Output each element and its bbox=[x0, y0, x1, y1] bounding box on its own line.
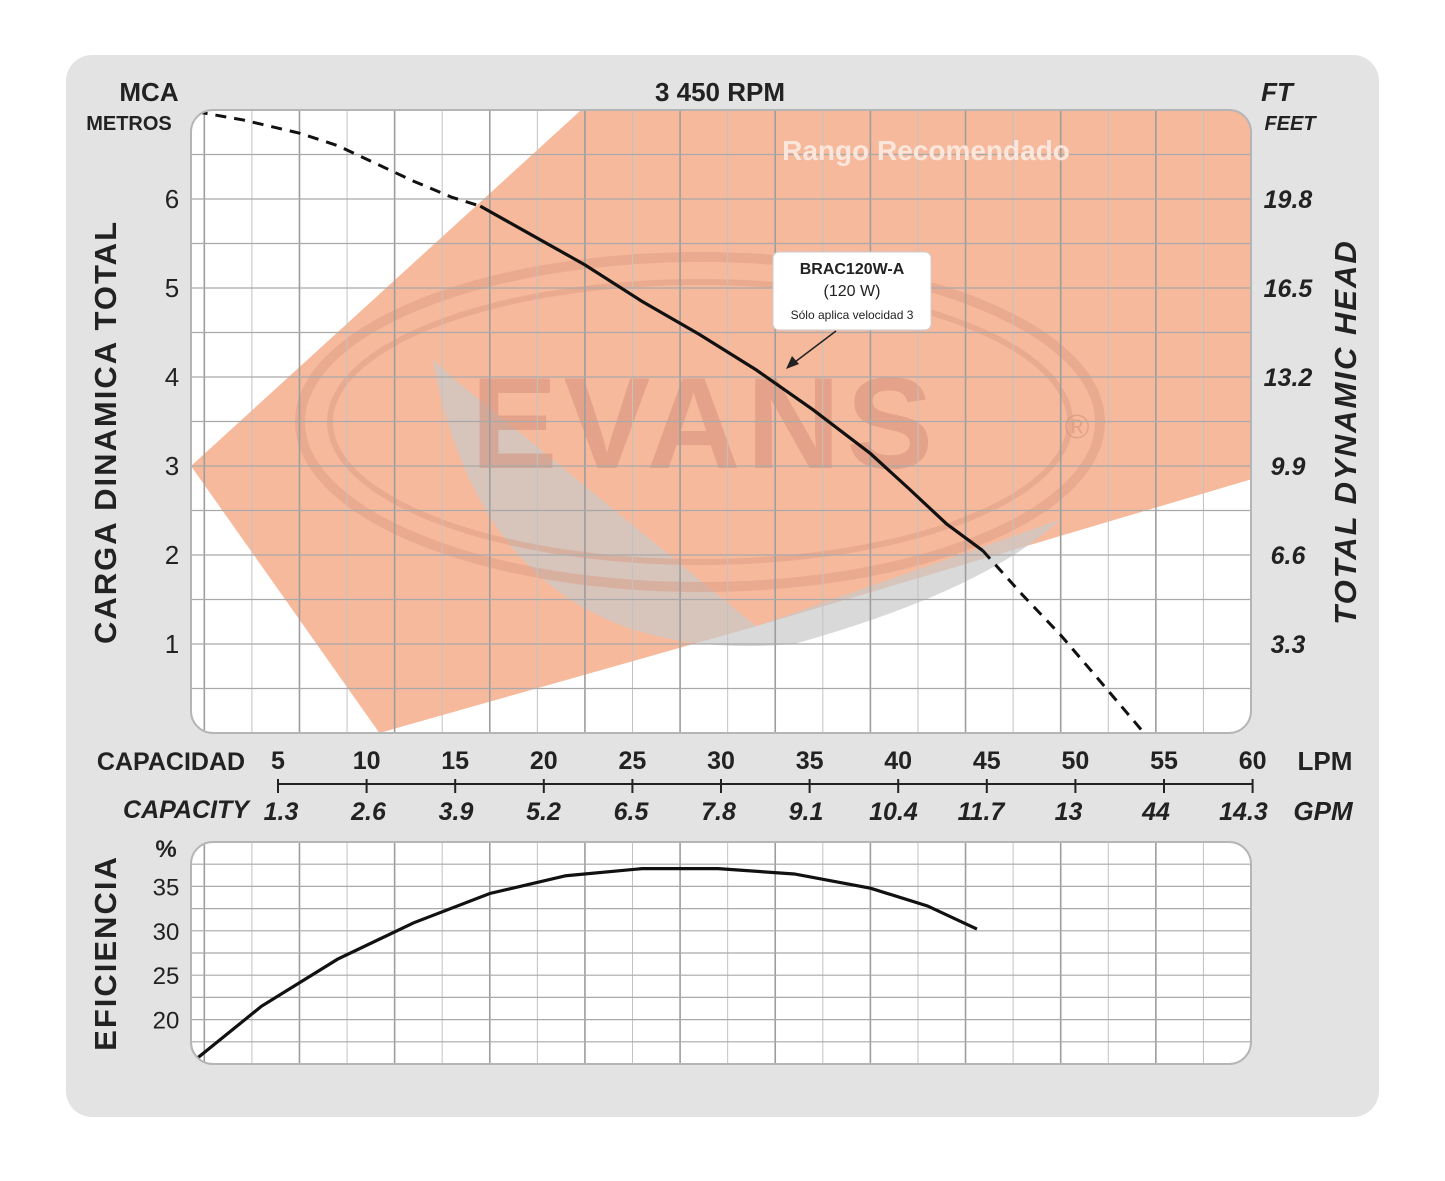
x-axis-unit-gpm: GPM bbox=[1293, 796, 1354, 826]
x-axis-unit-lpm: LPM bbox=[1298, 746, 1353, 776]
efficiency-tick-label: 35 bbox=[153, 874, 180, 901]
right-tick-label: 9.9 bbox=[1271, 453, 1306, 481]
x-tick-label-gpm: 11.7 bbox=[958, 798, 1006, 826]
x-tick-label-lpm: 35 bbox=[796, 747, 824, 775]
left-tick-label: 1 bbox=[165, 629, 179, 659]
x-tick-label-lpm: 25 bbox=[618, 747, 646, 775]
left-axis-label: CARGA DINAMICA TOTAL bbox=[88, 220, 123, 644]
watermark-registered-mark: ® bbox=[1064, 408, 1089, 446]
left-tick-label: 3 bbox=[165, 451, 179, 481]
x-tick-label-gpm: 13 bbox=[1055, 798, 1083, 826]
x-tick-label-gpm: 5.2 bbox=[526, 798, 561, 826]
left-tick-label: 6 bbox=[165, 184, 179, 214]
x-axis-label-lpm: CAPACIDAD bbox=[97, 748, 245, 776]
x-tick-label-gpm: 10.4 bbox=[869, 798, 918, 826]
annotation-arrow-head bbox=[786, 356, 799, 369]
right-axis-unit: FT bbox=[1261, 77, 1295, 107]
left-axis-unit-secondary: METROS bbox=[86, 113, 172, 135]
left-tick-label: 4 bbox=[165, 362, 179, 392]
x-tick-label-gpm: 44 bbox=[1141, 798, 1170, 826]
x-tick-label-lpm: 55 bbox=[1150, 747, 1178, 775]
x-tick-label-lpm: 45 bbox=[973, 747, 1001, 775]
x-tick-label-gpm: 9.1 bbox=[789, 798, 824, 826]
efficiency-plot-border bbox=[190, 841, 1252, 1065]
efficiency-curve bbox=[195, 867, 978, 1060]
x-tick-label-lpm: 30 bbox=[707, 747, 735, 775]
x-tick-label-lpm: 40 bbox=[884, 747, 912, 775]
annotation-note: Sólo aplica velocidad 3 bbox=[791, 308, 914, 322]
right-tick-label: 19.8 bbox=[1264, 186, 1313, 214]
range-shadow bbox=[432, 359, 1061, 647]
watermark-logo: EVANS bbox=[471, 350, 939, 496]
x-tick-label-lpm: 5 bbox=[271, 747, 285, 775]
x-tick-label-lpm: 10 bbox=[353, 747, 381, 775]
x-tick-label-gpm: 14.3 bbox=[1219, 798, 1268, 826]
x-tick-label-gpm: 6.5 bbox=[614, 798, 650, 826]
right-tick-label: 6.6 bbox=[1271, 542, 1307, 570]
chart-title: 3 450 RPM bbox=[655, 77, 785, 107]
x-tick-label-lpm: 15 bbox=[441, 747, 469, 775]
series-annotation: BRAC120W-A (120 W) Sólo aplica velocidad… bbox=[772, 251, 932, 369]
left-tick-label: 2 bbox=[165, 540, 179, 570]
annotation-arrow-line bbox=[790, 330, 837, 366]
annotation-model: BRAC120W-A bbox=[800, 261, 905, 278]
right-tick-label: 13.2 bbox=[1264, 364, 1313, 392]
efficiency-axis-label: EFICIENCIA bbox=[88, 855, 123, 1051]
right-axis-label: TOTAL DYNAMIC HEAD bbox=[1328, 239, 1363, 625]
x-tick-label-lpm: 50 bbox=[1061, 747, 1089, 775]
annotation-power: (120 W) bbox=[824, 283, 881, 300]
x-tick-label-gpm: 3.9 bbox=[439, 798, 474, 826]
efficiency-tick-label: 30 bbox=[153, 919, 180, 946]
efficiency-unit: % bbox=[155, 836, 176, 863]
efficiency-tick-label: 25 bbox=[153, 963, 180, 990]
x-tick-label-lpm: 60 bbox=[1239, 747, 1267, 775]
recommended-range-label: Rango Recomendado bbox=[782, 135, 1070, 166]
annotation-box bbox=[772, 251, 932, 331]
right-axis-unit-secondary: FEET bbox=[1264, 113, 1317, 135]
head-plot-border bbox=[190, 109, 1252, 734]
x-tick-label-lpm: 20 bbox=[530, 747, 558, 775]
right-tick-label: 16.5 bbox=[1264, 275, 1314, 303]
left-tick-label: 5 bbox=[165, 273, 179, 303]
x-axis-label-gpm: CAPACITY bbox=[123, 796, 251, 824]
x-tick-label-gpm: 7.8 bbox=[701, 798, 736, 826]
left-axis-unit: MCA bbox=[119, 77, 178, 107]
efficiency-tick-label: 20 bbox=[153, 1008, 180, 1035]
x-tick-label-gpm: 1.3 bbox=[264, 798, 299, 826]
x-tick-label-gpm: 2.6 bbox=[350, 798, 387, 826]
right-tick-label: 3.3 bbox=[1271, 631, 1306, 659]
